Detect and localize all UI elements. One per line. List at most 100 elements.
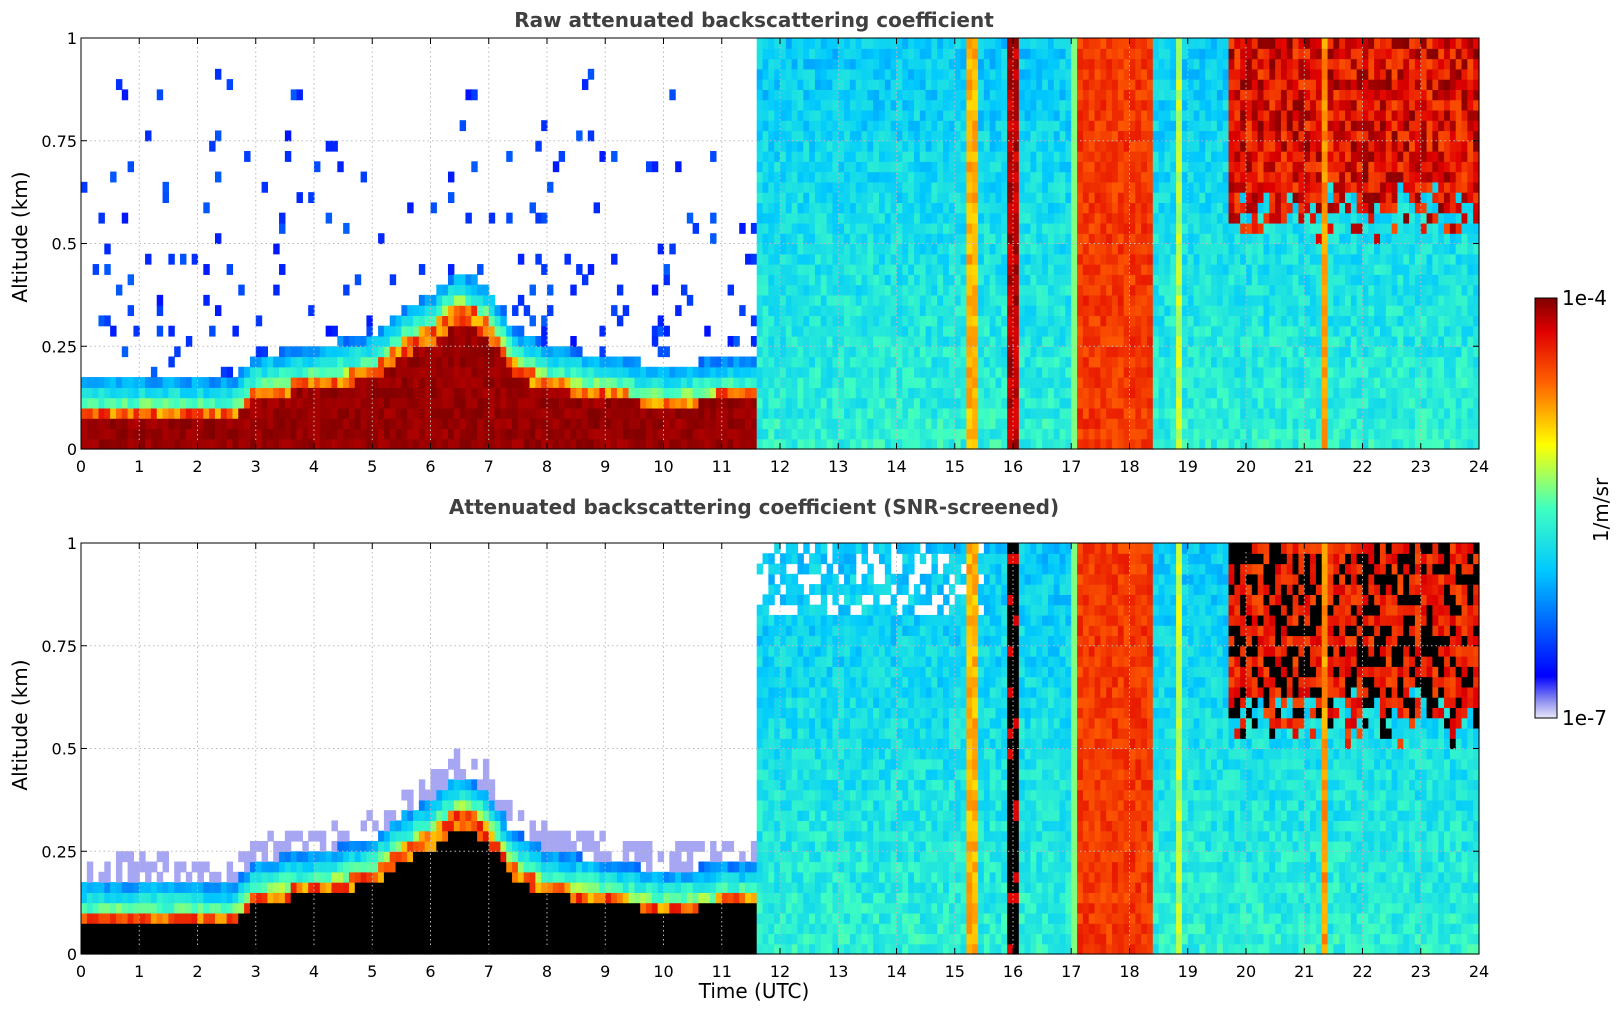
heatmap-cell [983,48,991,60]
heatmap-cell [1117,356,1125,368]
heatmap-cell [721,387,729,399]
heatmap-cell [1222,233,1230,245]
heatmap-cell [972,120,979,132]
heatmap-cell [826,407,834,419]
heatmap-cell [1047,99,1055,111]
heatmap-cell [855,407,863,419]
heatmap-cell [1170,264,1177,275]
heatmap-cell [1187,294,1195,306]
heatmap-cell [809,284,816,296]
heatmap-cell [1164,315,1171,327]
heatmap-cell [453,356,461,368]
heatmap-cell [908,192,915,204]
heatmap-cell [488,356,496,368]
heatmap-cell [902,264,909,275]
heatmap-cell [1280,192,1288,204]
heatmap-cell [698,438,705,450]
heatmap-cell [1001,38,1008,49]
heatmap-cell [913,428,921,440]
heatmap-cell [978,181,985,193]
heatmap-cell [488,397,496,409]
heatmap-cell [1269,253,1276,265]
heatmap-cell [290,438,298,450]
heatmap-cell [937,202,944,214]
heatmap-cell [290,397,298,409]
heatmap-cell [1117,222,1125,234]
heatmap-cell [86,377,94,388]
heatmap-cell [378,438,385,450]
heatmap-cell [634,407,641,419]
heatmap-cell [1013,366,1020,378]
heatmap-cell [1187,325,1195,337]
heatmap-cell [1135,151,1142,162]
heatmap-cell [1240,253,1247,265]
heatmap-cell [797,335,804,347]
heatmap-cell [884,356,892,368]
heatmap-cell [972,151,979,162]
heatmap-cell [925,202,933,214]
heatmap-cell [1088,335,1096,347]
heatmap-cell [1129,315,1136,327]
heatmap-cell [616,284,624,296]
heatmap-cell [768,325,775,337]
heatmap-cell [803,428,810,440]
heatmap-cell [1141,438,1148,450]
heatmap-cell [185,428,193,440]
heatmap-cell [156,387,164,399]
heatmap-cell [1187,438,1195,450]
heatmap-cell [1141,161,1148,173]
heatmap-cell [762,315,769,327]
heatmap-cell [809,212,816,224]
heatmap-cell [418,264,426,275]
heatmap-cell [547,438,554,450]
heatmap-cell [774,418,781,430]
heatmap-cell [1211,377,1218,388]
heatmap-cell [1170,181,1177,193]
heatmap-cell [1001,366,1008,378]
heatmap-cell [1100,438,1107,450]
heatmap-cell [1216,130,1224,142]
heatmap-cell [517,325,525,337]
heatmap-cell [488,212,496,224]
heatmap-cell [756,58,764,70]
heatmap-cell [873,48,880,60]
heatmap-cell [680,387,688,399]
heatmap-cell [948,294,956,306]
heatmap-cell [1205,335,1212,347]
heatmap-cell [1286,171,1294,183]
heatmap-cell [966,418,973,430]
heatmap-cell [908,212,915,224]
heatmap-cell [1152,68,1160,80]
heatmap-cell [861,151,868,162]
heatmap-cell [1176,212,1183,224]
heatmap-cell [1257,366,1265,378]
heatmap-cell [1030,418,1037,430]
heatmap-cell [948,140,956,152]
heatmap-cell [948,407,956,419]
heatmap-cell [989,68,997,80]
heatmap-cell [1018,202,1026,214]
heatmap-cell [774,335,781,347]
heatmap-cell [814,274,822,286]
heatmap-cell [820,222,828,234]
heatmap-cell [1216,161,1224,173]
heatmap-cell [447,356,455,368]
heatmap-cell [931,377,938,388]
heatmap-cell [1082,438,1090,450]
heatmap-cell [820,243,828,255]
heatmap-cell [395,366,402,378]
heatmap-cell [1112,181,1119,193]
heatmap-cell [1211,130,1218,142]
heatmap-cell [1181,58,1189,70]
heatmap-cell [756,48,764,60]
heatmap-cell [1269,366,1276,378]
heatmap-cell [1181,335,1189,347]
heatmap-cell [768,79,775,90]
heatmap-cell [238,366,245,378]
heatmap-cell [121,387,129,399]
heatmap-cell [884,109,892,121]
heatmap-cell [733,377,740,388]
heatmap-cell [733,428,740,440]
heatmap-cell [867,38,874,49]
heatmap-cell [1013,171,1020,183]
